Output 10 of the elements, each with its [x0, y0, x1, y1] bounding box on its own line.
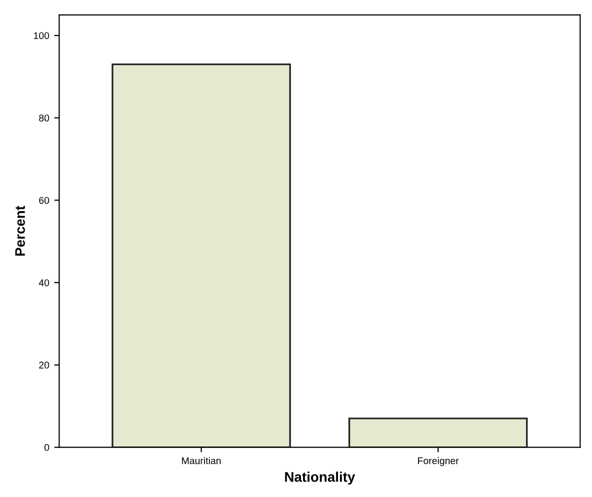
x-tick-label: Mauritian: [182, 457, 221, 464]
x-axis-title: Nationality: [285, 472, 356, 485]
x-tick-label: Foreigner: [418, 457, 459, 466]
y-tick-label: 100: [34, 32, 50, 40]
y-tick-label: 80: [39, 114, 50, 122]
y-tick-label: 20: [39, 362, 50, 369]
y-tick-label: 60: [39, 196, 50, 204]
y-tick-label: 0: [44, 444, 50, 451]
y-tick-label: 40: [38, 279, 50, 286]
y-axis-title: Percent: [15, 206, 25, 256]
